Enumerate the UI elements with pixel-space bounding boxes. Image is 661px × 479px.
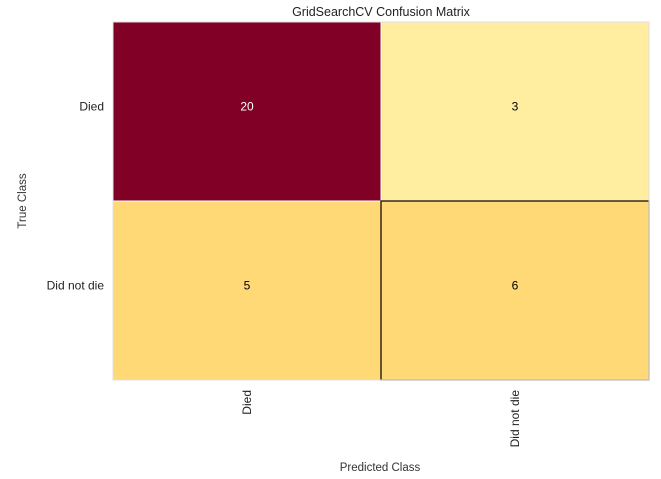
cell-value-label: 5 [244,279,251,293]
y-axis-label: True Class [17,173,29,228]
cell-value-label: 20 [240,100,254,114]
x-tick-label: Did not die [508,390,522,448]
heatmap-cell [380,200,650,381]
x-tick-labels: Died Did not die [240,390,522,448]
heatmap-cell [380,21,650,202]
y-tick-label: Died [79,100,104,114]
y-tick-label: Did not die [47,279,105,293]
y-tick-labels: Died Did not die [47,100,105,293]
heatmap-cell [112,21,382,202]
x-axis-label: Predicted Class [340,462,421,474]
x-tick-label: Died [240,390,254,415]
cell-value-label: 6 [512,279,519,293]
plot-frame [112,21,650,381]
heatmap-cell [112,200,382,381]
cell-value-label: 3 [512,100,519,114]
chart-title: GridSearchCV Confusion Matrix [292,5,471,19]
heatmap-cells: 20 3 5 6 [112,21,650,381]
